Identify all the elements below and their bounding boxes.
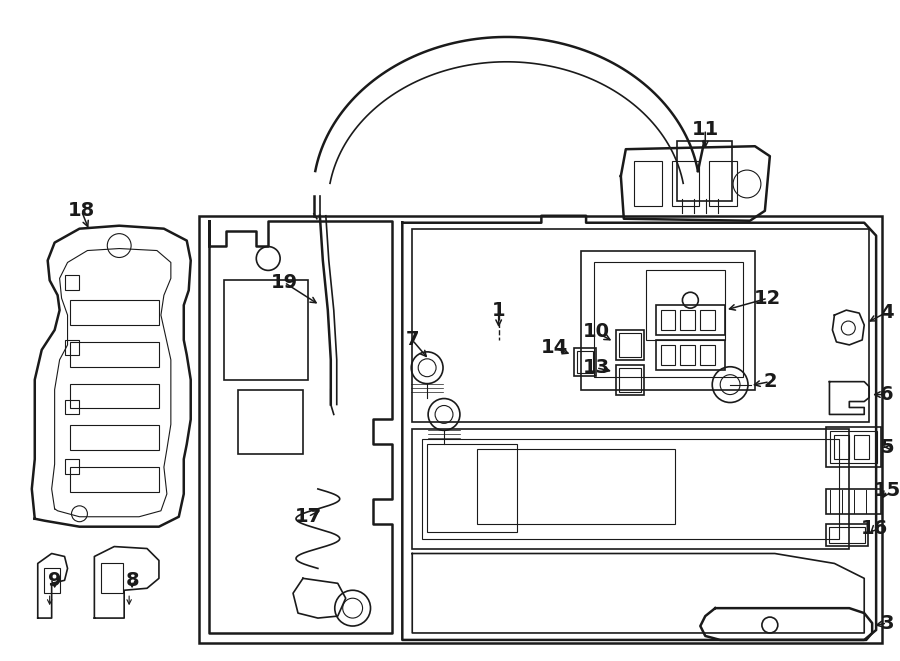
Text: 6: 6	[880, 385, 894, 404]
Bar	[671, 161, 699, 206]
Bar	[700, 310, 716, 330]
Bar	[412, 229, 869, 422]
Bar	[661, 345, 676, 365]
Bar	[223, 280, 308, 379]
Bar	[616, 330, 644, 360]
Bar	[69, 342, 159, 367]
Text: 18: 18	[68, 202, 95, 220]
Bar	[678, 141, 732, 201]
Bar	[680, 345, 696, 365]
Bar	[102, 563, 123, 593]
Bar	[65, 399, 79, 414]
Text: 4: 4	[880, 303, 894, 322]
Bar	[412, 430, 850, 549]
Text: 10: 10	[582, 323, 609, 342]
Bar	[709, 161, 737, 206]
Bar	[619, 368, 641, 391]
Bar	[826, 524, 868, 545]
Bar	[574, 348, 596, 375]
Bar	[826, 489, 881, 514]
Bar	[655, 340, 725, 369]
Text: 5: 5	[880, 438, 894, 457]
Bar	[69, 426, 159, 450]
Bar	[854, 436, 869, 459]
Text: 1: 1	[491, 301, 506, 320]
Bar	[238, 389, 303, 454]
Bar	[69, 383, 159, 408]
Bar	[680, 310, 696, 330]
Text: 16: 16	[860, 519, 887, 538]
Bar	[700, 345, 716, 365]
Text: 14: 14	[541, 338, 568, 358]
Bar	[619, 333, 641, 357]
Text: 13: 13	[582, 358, 609, 377]
Bar	[581, 251, 755, 389]
Bar	[826, 428, 881, 467]
Bar	[834, 436, 850, 459]
Bar	[655, 305, 725, 335]
Bar	[477, 449, 676, 524]
Text: 7: 7	[406, 330, 419, 350]
Text: 11: 11	[692, 120, 719, 139]
Bar	[65, 276, 79, 290]
Bar	[428, 444, 517, 531]
Text: 3: 3	[880, 613, 894, 633]
Bar	[65, 340, 79, 355]
Bar	[634, 161, 661, 206]
Bar	[645, 270, 725, 340]
Bar	[616, 365, 644, 395]
Text: 17: 17	[294, 507, 321, 526]
Text: 19: 19	[271, 273, 298, 292]
Bar	[594, 262, 743, 377]
Text: 15: 15	[873, 481, 900, 500]
Bar	[577, 351, 593, 373]
Text: 8: 8	[125, 571, 139, 590]
Bar	[830, 527, 865, 543]
Text: 2: 2	[763, 372, 777, 391]
Bar	[69, 300, 159, 325]
Bar	[831, 432, 878, 463]
Text: 9: 9	[48, 571, 61, 590]
Bar	[69, 467, 159, 492]
Bar	[422, 440, 840, 539]
Bar	[661, 310, 676, 330]
Bar	[199, 215, 882, 643]
Bar	[44, 568, 59, 593]
Bar	[65, 459, 79, 474]
Text: 12: 12	[754, 289, 781, 308]
